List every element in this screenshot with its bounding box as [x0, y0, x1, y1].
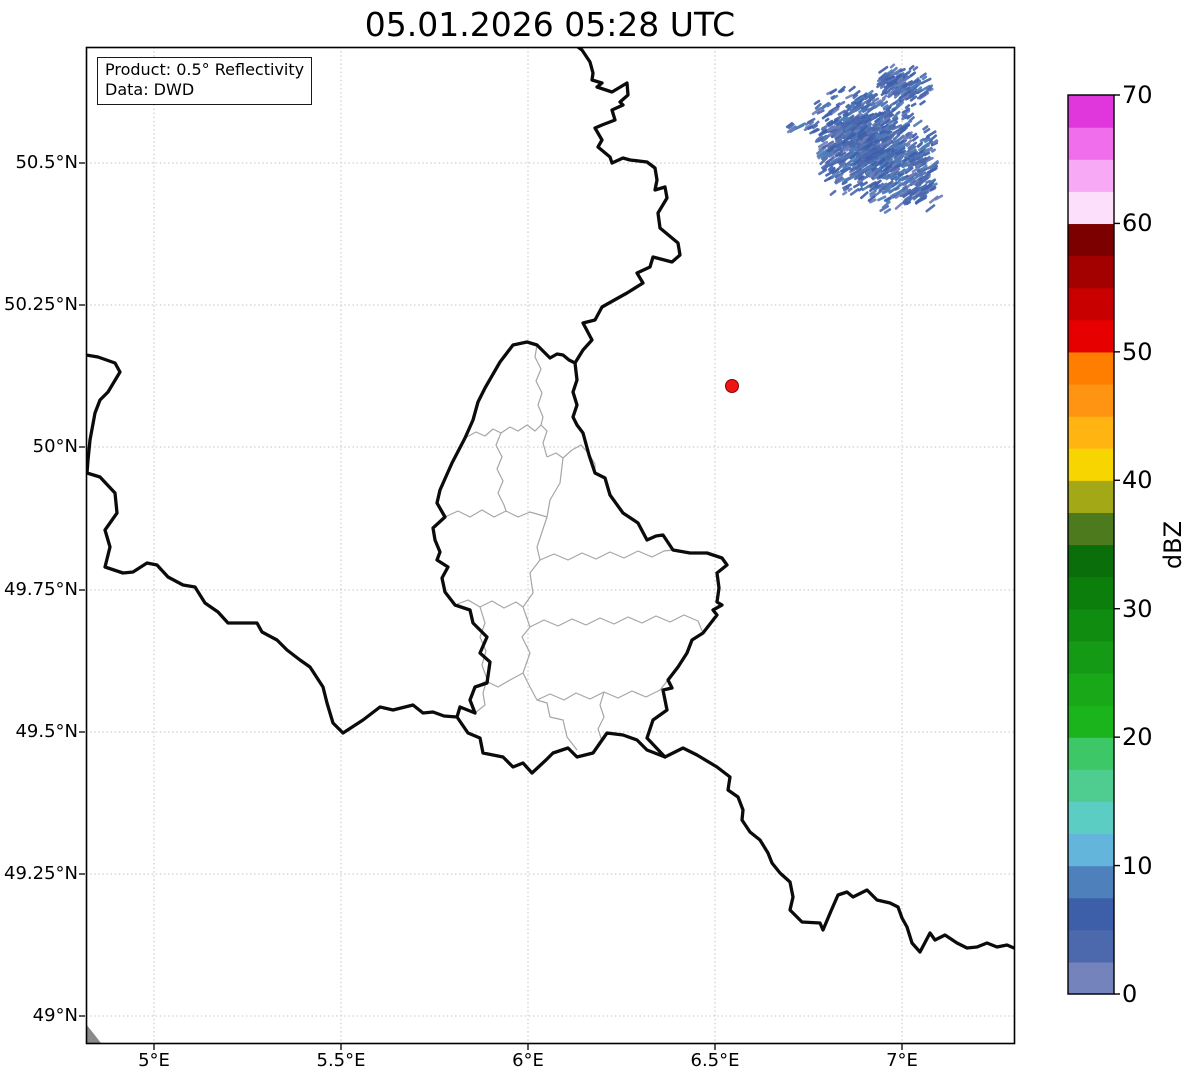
- colorbar-tick-label: 20: [1122, 723, 1153, 752]
- colorbar-tick-label: 10: [1122, 851, 1153, 880]
- colorbar-segment: [1068, 223, 1114, 257]
- colorbar-segment: [1068, 383, 1114, 417]
- lat-tick-label: 49.5°N: [15, 721, 78, 742]
- france-belgium-border: [86, 353, 459, 735]
- colorbar-segment: [1068, 961, 1114, 995]
- product-info-box: Product: 0.5° Reflectivity Data: DWD: [97, 57, 313, 105]
- colorbar-tick-label: 40: [1122, 466, 1153, 495]
- colorbar-unit-label: dBZ: [1159, 520, 1187, 570]
- radar-site-marker: [725, 379, 739, 393]
- lat-tick-label: 49.75°N: [4, 579, 78, 600]
- figure-title: 05.01.2026 05:28 UTC: [364, 5, 736, 44]
- country-borders: [86, 47, 1014, 954]
- colorbar-segment: [1068, 448, 1114, 481]
- colorbar-tick-label: 0: [1122, 980, 1138, 1008]
- colorbar-segment: [1068, 705, 1114, 738]
- colorbar-segment: [1068, 544, 1114, 578]
- colorbar-tick-label: 30: [1122, 594, 1153, 623]
- lon-tick-label: 7°E: [886, 1050, 918, 1071]
- france-germany-border: [663, 746, 1014, 954]
- colorbar-segment: [1068, 929, 1114, 963]
- colorbar-segment: [1068, 640, 1114, 674]
- lat-tick-label: 50°N: [32, 436, 78, 457]
- colorbar-segment: [1068, 319, 1114, 353]
- colorbar-segment: [1068, 737, 1114, 770]
- colorbar-segment: [1068, 351, 1114, 385]
- lon-tick-label: 5°E: [138, 1050, 170, 1071]
- lon-tick-label: 5.5°E: [316, 1050, 366, 1071]
- lat-tick-label: 49°N: [32, 1005, 78, 1026]
- colorbar-tick-label: 60: [1122, 209, 1153, 238]
- colorbar-segment: [1068, 480, 1114, 513]
- map-layer: [86, 47, 1014, 1043]
- product-info-line: Product: 0.5° Reflectivity: [105, 60, 305, 79]
- colorbar-segment: [1068, 191, 1114, 225]
- colorbar-segment: [1068, 769, 1114, 802]
- colorbar-segment: [1068, 608, 1114, 642]
- colorbar-segment: [1068, 287, 1114, 321]
- colorbar-segment: [1068, 801, 1114, 835]
- lat-tick-label: 50.5°N: [15, 152, 78, 173]
- gridlines: [86, 47, 1014, 1043]
- colorbar-segment: [1068, 255, 1114, 289]
- colorbar-tick-label: 70: [1122, 81, 1153, 109]
- colorbar-segment: [1068, 95, 1114, 128]
- luxembourg-border: [431, 340, 729, 775]
- colorbar-segment: [1068, 127, 1114, 160]
- colorbar-segment: [1068, 897, 1114, 931]
- belgium-germany-border: [573, 47, 682, 365]
- colorbar-tick-label: 50: [1122, 337, 1153, 366]
- axis-ticks: [79, 162, 903, 1050]
- lat-tick-label: 49.25°N: [4, 863, 78, 884]
- colorbar-segment: [1068, 416, 1114, 449]
- colorbar-segment: [1068, 576, 1114, 610]
- colorbar-segment: [1068, 159, 1114, 192]
- lon-tick-label: 6°E: [512, 1050, 544, 1071]
- canton-borders: [444, 344, 704, 754]
- colorbar-segment: [1068, 512, 1114, 546]
- lat-tick-label: 50.25°N: [4, 294, 78, 315]
- colorbar: [1067, 94, 1120, 995]
- radar-echo: [785, 63, 944, 214]
- map-frame: [85, 46, 1016, 1045]
- map-corner-wedge: [86, 1024, 101, 1043]
- data-source-line: Data: DWD: [105, 80, 195, 100]
- lon-tick-label: 6.5°E: [690, 1050, 740, 1071]
- colorbar-segment: [1068, 833, 1114, 867]
- colorbar-segment: [1068, 865, 1114, 899]
- colorbar-segment: [1068, 672, 1114, 706]
